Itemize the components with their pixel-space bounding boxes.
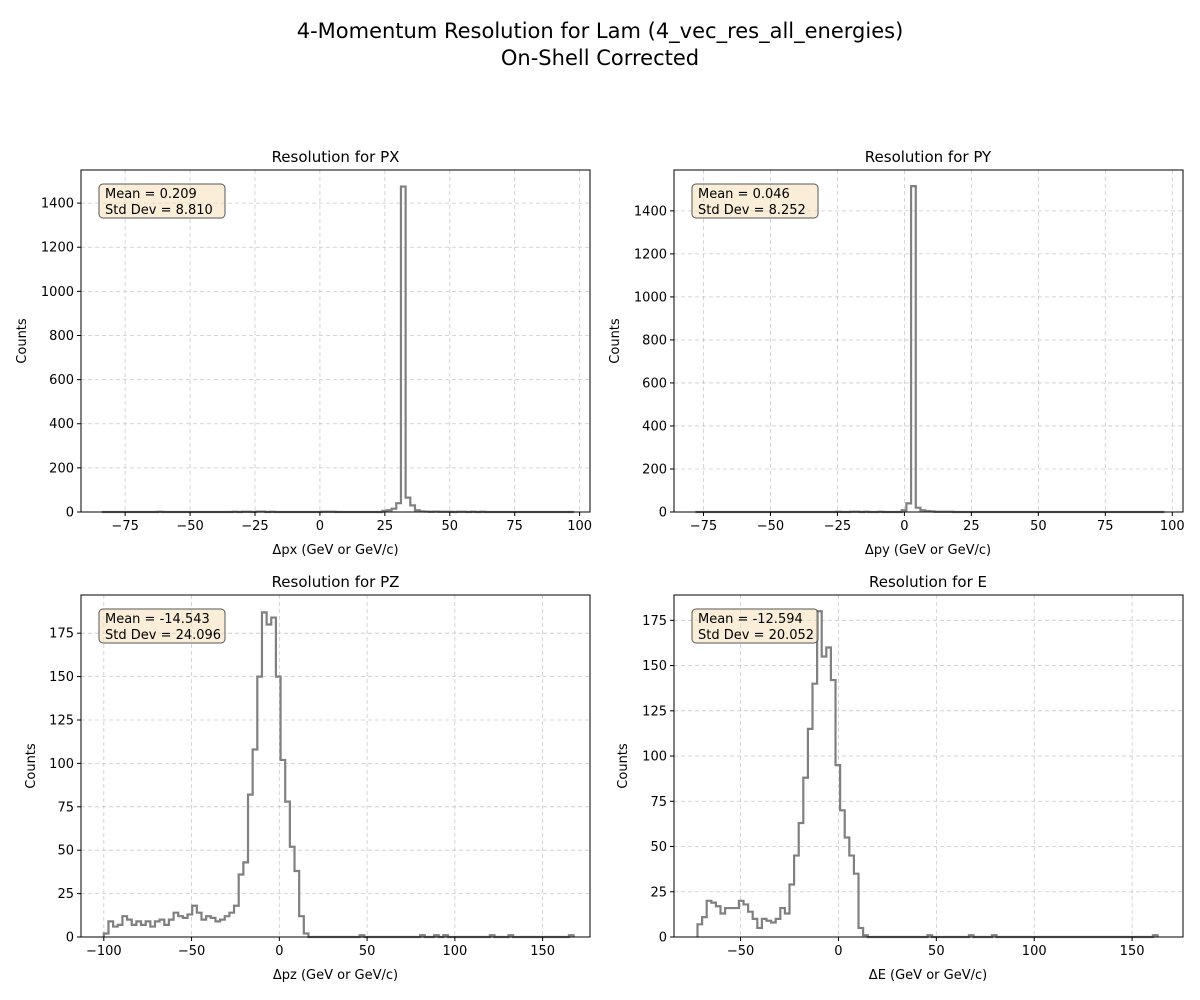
panel-e: Resolution for E ΔE (GeV or GeV/c) Count… <box>616 573 1184 983</box>
x-tick-label: −75 <box>690 519 717 534</box>
stats-box <box>98 608 226 644</box>
x-tick-label: 150 <box>530 944 555 959</box>
y-tick-label: 25 <box>57 887 74 902</box>
x-tick-label: 0 <box>834 944 842 959</box>
y-tick-label: 1000 <box>634 290 667 305</box>
y-tick-label: 400 <box>642 419 667 434</box>
x-axis-label: Δpy (GeV or GeV/c) <box>865 543 991 558</box>
axes-frame <box>673 594 1184 938</box>
y-tick-label: 0 <box>66 931 74 946</box>
stats-box <box>691 608 819 644</box>
y-tick-label: 50 <box>650 840 667 855</box>
x-tick-label: 25 <box>377 519 394 534</box>
x-tick-label: 100 <box>1160 519 1185 534</box>
y-tick-label: 600 <box>49 373 74 388</box>
x-tick-label: −25 <box>241 519 268 534</box>
figure-title-line1: 4-Momentum Resolution for Lam (4_vec_res… <box>297 19 904 44</box>
stats-mean: Mean = 0.046 <box>698 187 790 202</box>
y-tick-label: 0 <box>659 506 667 521</box>
x-tick-label: 0 <box>316 519 324 534</box>
panel-title: Resolution for E <box>869 573 987 591</box>
x-tick-label: 100 <box>442 944 467 959</box>
y-tick-label: 125 <box>642 704 667 719</box>
y-tick-label: 1400 <box>41 197 74 212</box>
y-tick-label: 600 <box>642 376 667 391</box>
y-tick-label: 150 <box>49 670 74 685</box>
y-axis-label: Counts <box>24 743 39 789</box>
x-tick-label: −50 <box>176 519 203 534</box>
y-tick-label: 125 <box>49 713 74 728</box>
figure-title-line2: On-Shell Corrected <box>501 46 699 70</box>
x-tick-label: 100 <box>567 519 592 534</box>
stats-std-dev: Std Dev = 8.252 <box>698 203 806 218</box>
axes-frame <box>80 169 591 513</box>
y-tick-label: 0 <box>66 506 74 521</box>
plot-area: −75 −50 −25 0 25 50 75 100020040060080010001200… <box>634 169 1185 534</box>
x-tick-label: 50 <box>359 944 376 959</box>
y-tick-label: 1000 <box>41 285 74 300</box>
stats-std-dev: Std Dev = 20.052 <box>698 628 814 643</box>
y-tick-label: 75 <box>650 795 667 810</box>
y-tick-label: 100 <box>642 750 667 765</box>
x-tick-label: 150 <box>1120 944 1145 959</box>
x-tick-label: 50 <box>441 519 458 534</box>
y-tick-label: 0 <box>659 931 667 946</box>
stats-std-dev: Std Dev = 24.096 <box>105 628 221 643</box>
y-tick-label: 25 <box>650 885 667 900</box>
stats-mean: Mean = 0.209 <box>105 187 197 202</box>
y-tick-label: 75 <box>57 800 74 815</box>
x-tick-label: 0 <box>275 944 283 959</box>
y-tick-label: 200 <box>642 462 667 477</box>
y-axis-label: Counts <box>608 318 623 364</box>
y-tick-label: 400 <box>49 417 74 432</box>
x-tick-label: −75 <box>111 519 138 534</box>
x-axis-label: Δpx (GeV or GeV/c) <box>272 543 398 558</box>
plot-area: −50 0 50 100 150 0 25 50 75 100 125 150 175 Mean = -1… <box>642 594 1184 959</box>
panel-pz: Resolution for PZ Δpz (GeV or GeV/c) Cou… <box>24 573 591 983</box>
x-tick-label: −50 <box>178 944 205 959</box>
y-axis-label: Counts <box>15 318 30 364</box>
x-tick-label: 75 <box>1097 519 1114 534</box>
axes-frame <box>80 594 591 938</box>
stats-box <box>691 183 819 219</box>
y-tick-label: 800 <box>642 333 667 348</box>
stats-mean: Mean = -12.594 <box>698 612 803 627</box>
y-tick-label: 50 <box>57 844 74 859</box>
y-tick-label: 1400 <box>634 204 667 219</box>
y-tick-label: 100 <box>49 757 74 772</box>
panel-title: Resolution for PY <box>865 148 992 166</box>
x-axis-label: ΔE (GeV or GeV/c) <box>869 968 987 983</box>
panel-py: Resolution for PY Δpy (GeV or GeV/c) Cou… <box>608 148 1185 558</box>
x-tick-label: −50 <box>757 519 784 534</box>
y-tick-label: 175 <box>49 627 74 642</box>
y-tick-label: 150 <box>642 659 667 674</box>
y-tick-label: 800 <box>49 329 74 344</box>
x-tick-label: 50 <box>1030 519 1047 534</box>
stats-box <box>98 183 226 219</box>
y-tick-label: 1200 <box>41 241 74 256</box>
panel-title: Resolution for PZ <box>272 573 400 591</box>
x-tick-label: 50 <box>928 944 945 959</box>
stats-mean: Mean = -14.543 <box>105 612 210 627</box>
x-tick-label: 25 <box>963 519 980 534</box>
panel-px: Resolution for PX Δpx (GeV or GeV/c) Cou… <box>15 148 592 558</box>
y-tick-label: 200 <box>49 461 74 476</box>
y-tick-label: 175 <box>642 614 667 629</box>
y-tick-label: 1200 <box>634 247 667 262</box>
y-axis-label: Counts <box>616 743 631 789</box>
x-tick-label: −25 <box>824 519 851 534</box>
axes-frame <box>673 169 1184 513</box>
x-tick-label: 100 <box>1022 944 1047 959</box>
x-tick-label: 0 <box>900 519 908 534</box>
stats-std-dev: Std Dev = 8.810 <box>105 203 213 218</box>
x-tick-label: 75 <box>506 519 523 534</box>
plot-area: −100 −50 0 50 100 150 0 25 50 75 100 125 150 175 Mean … <box>49 594 591 959</box>
x-tick-label: −100 <box>86 944 122 959</box>
x-tick-label: −50 <box>727 944 754 959</box>
plot-area: −75 −50 −25 0 25 50 75 100020040060080010001200… <box>41 169 592 534</box>
x-axis-label: Δpz (GeV or GeV/c) <box>273 968 398 983</box>
panel-title: Resolution for PX <box>272 148 400 166</box>
